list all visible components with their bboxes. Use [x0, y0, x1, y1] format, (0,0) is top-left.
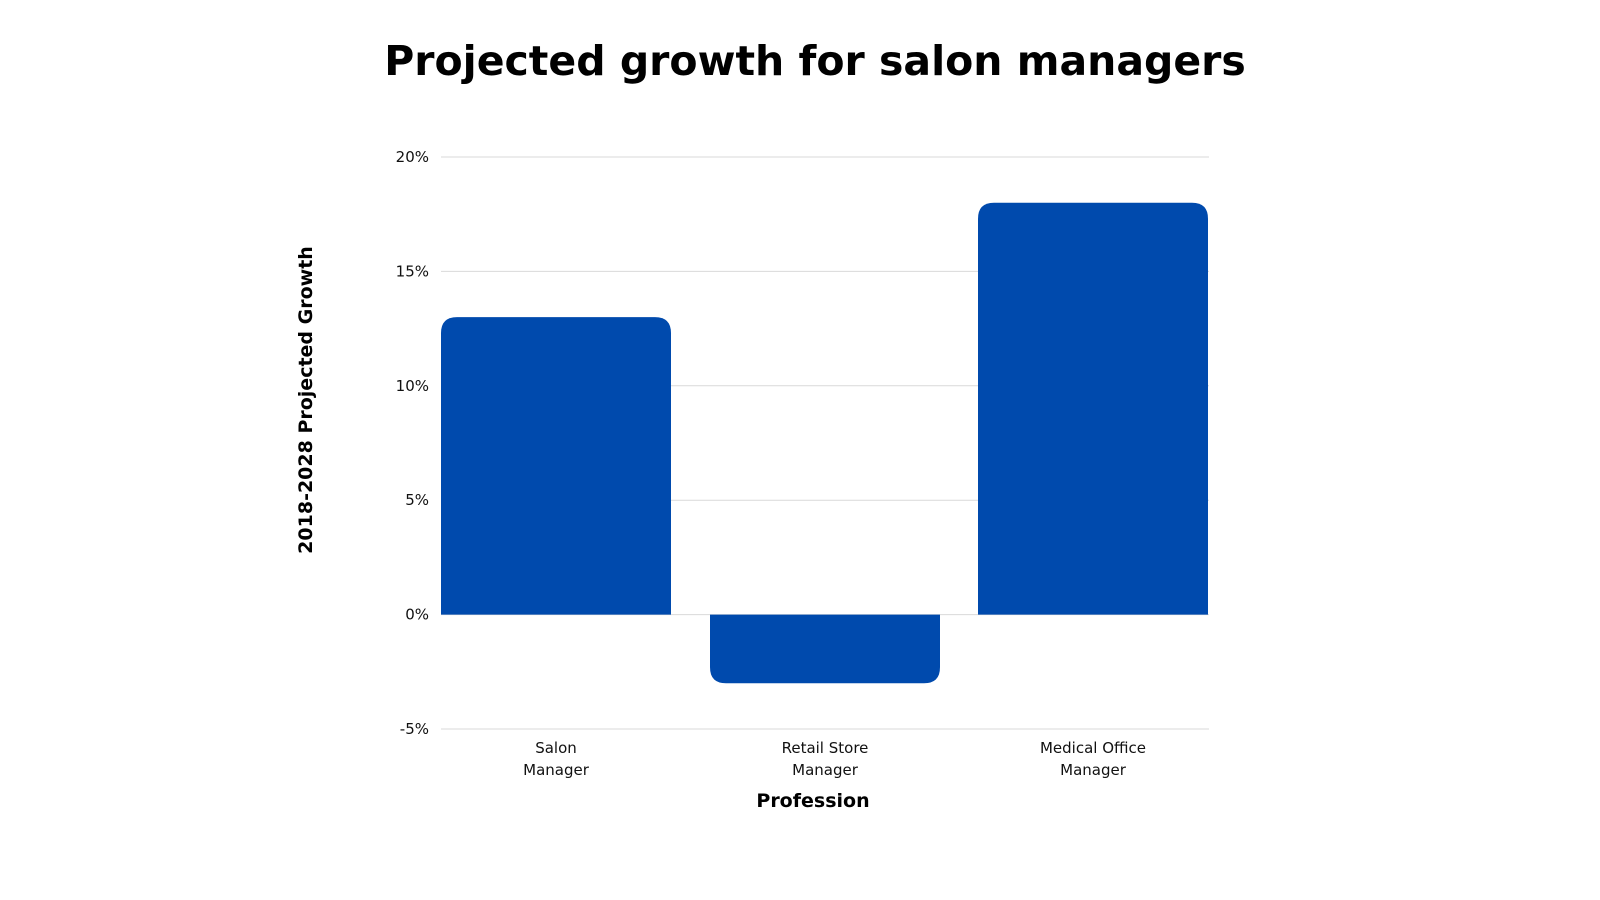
bar-retail-store-manager	[710, 614, 940, 684]
x-tick-label: Salon Manager	[523, 739, 590, 779]
y-tick-label: 5%	[405, 491, 429, 509]
x-axis-title: Profession	[756, 790, 869, 812]
chart-title: Projected growth for salon managers	[384, 37, 1246, 85]
bar-medical-office-manager	[978, 202, 1208, 615]
y-tick-label: 20%	[396, 148, 429, 166]
x-tick-label: Medical Office Manager	[1040, 739, 1146, 779]
y-axis-title: 2018-2028 Projected Growth	[295, 246, 317, 554]
x-tick-label: Retail Store Manager	[782, 739, 869, 779]
y-axis-ticks: 20% 15% 10% 5% 0% -5%	[396, 148, 429, 738]
y-tick-label: -5%	[400, 720, 429, 738]
y-tick-label: 15%	[396, 262, 429, 280]
y-tick-label: 10%	[396, 377, 429, 395]
bars	[441, 202, 1208, 684]
bar-salon-manager	[441, 317, 671, 615]
y-tick-label: 0%	[405, 606, 429, 624]
x-axis-labels: Salon Manager Retail Store Manager Medical O…	[523, 739, 1146, 779]
